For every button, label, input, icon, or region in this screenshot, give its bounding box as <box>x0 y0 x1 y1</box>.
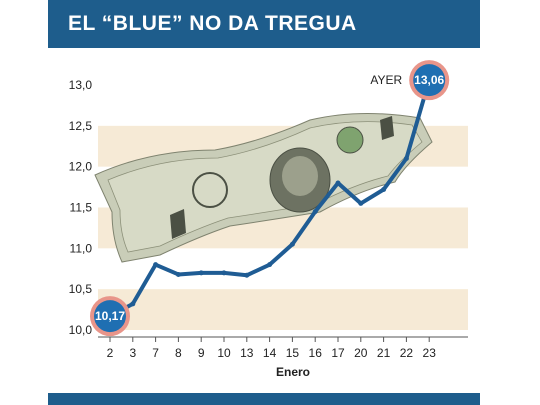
data-point <box>221 270 227 276</box>
x-tick-label: 17 <box>331 346 345 360</box>
x-tick-label: 10 <box>217 346 231 360</box>
y-tick-label: 11,5 <box>70 201 93 215</box>
series-blue-rate <box>107 77 432 319</box>
grid-band <box>98 289 468 330</box>
data-point <box>153 262 159 268</box>
data-point <box>335 180 341 186</box>
y-tick-label: 11,0 <box>70 241 93 255</box>
x-tick-label: 23 <box>423 346 437 360</box>
dollar-bill-illustration <box>94 112 433 263</box>
data-point <box>289 241 295 247</box>
start-value-badge-fill <box>94 300 126 333</box>
data-point <box>267 262 273 268</box>
data-point <box>130 301 136 307</box>
x-tick-label: 9 <box>198 346 205 360</box>
value-badges: 10,17 13,06 AYER <box>90 60 450 337</box>
end-value-badge-label: 13,06 <box>414 73 444 87</box>
x-tick-label: 8 <box>175 346 182 360</box>
data-point <box>312 209 318 215</box>
data-point <box>403 156 409 161</box>
y-tick-label: 13,0 <box>69 78 93 92</box>
chart-title: EL “BLUE” NO DA TREGUA <box>48 0 480 48</box>
footer-bar <box>48 393 480 405</box>
x-tick-label: 22 <box>400 346 414 360</box>
x-tick-label: 21 <box>377 346 391 360</box>
y-axis: 10,0 10,5 11,0 11,5 12,0 12,5 13,0 <box>69 78 93 337</box>
x-tick-label: 16 <box>309 346 323 360</box>
x-tick-label: 20 <box>354 346 368 360</box>
y-tick-label: 10,5 <box>69 282 93 296</box>
data-point <box>244 272 250 278</box>
y-tick-label: 12,0 <box>69 160 93 174</box>
x-axis-title: Enero <box>276 365 310 379</box>
data-point <box>198 270 204 276</box>
end-value-badge-fill <box>413 64 446 97</box>
y-tick-label: 10,0 <box>69 323 93 337</box>
x-tick-label: 7 <box>152 346 159 360</box>
y-tick-label: 12,5 <box>69 119 93 133</box>
annotation-ayer: AYER <box>370 73 402 87</box>
data-point <box>358 200 364 206</box>
x-tick-label: 2 <box>107 346 114 360</box>
x-tick-label: 3 <box>129 346 136 360</box>
x-tick-label: 15 <box>286 346 300 360</box>
start-value-badge-label: 10,17 <box>95 309 125 323</box>
x-tick-label: 14 <box>263 346 277 360</box>
data-point <box>175 271 181 277</box>
x-tick-label: 13 <box>240 346 254 360</box>
data-point <box>381 187 387 193</box>
